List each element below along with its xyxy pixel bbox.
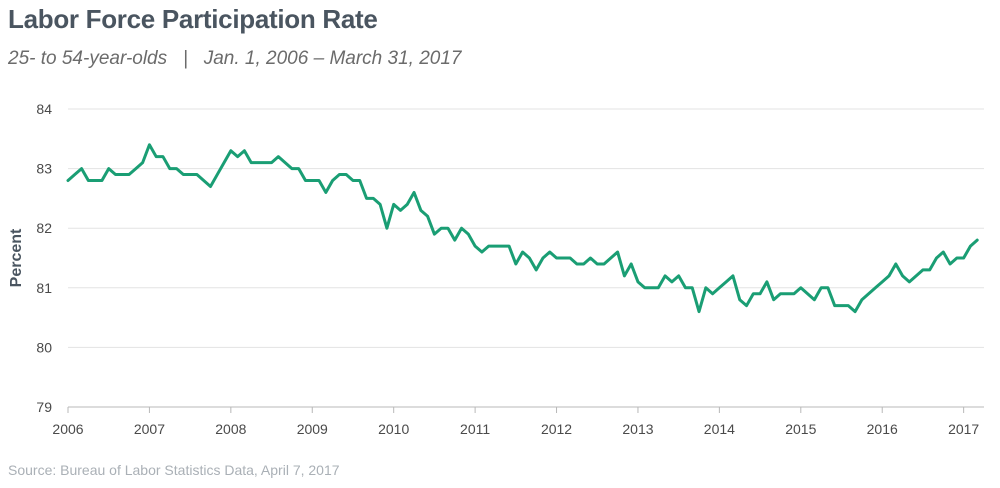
y-tick-label: 81 [36,280,52,296]
x-tick-label: 2014 [704,421,735,437]
x-tick-label: 2012 [541,421,572,437]
x-tick-label: 2006 [52,421,83,437]
y-tick-label: 79 [36,399,52,415]
x-tick-label: 2007 [134,421,165,437]
x-tick-label: 2015 [785,421,816,437]
x-tick-label: 2009 [297,421,328,437]
axes: 79 80 81 82 83 84 2006 2007 2008 2009 2010 2011 2012… [36,101,979,437]
y-tick-label: 82 [36,220,52,236]
y-tick-label: 80 [36,339,52,355]
y-axis-label: Percent [8,228,25,287]
series-line [66,143,979,314]
source-note: Source: Bureau of Labor Statistics Data,… [8,462,340,478]
y-tick-label: 83 [36,161,52,177]
x-tick-label: 2011 [460,421,490,437]
x-tick-label: 2008 [215,421,246,437]
x-tick-label: 2017 [948,421,979,437]
x-tick-label: 2013 [622,421,653,437]
x-tick-label: 2016 [867,421,898,437]
series-layer [66,143,979,314]
x-tick-label: 2010 [378,421,409,437]
gridlines [68,108,984,408]
chart-title: Labor Force Participation Rate [8,4,378,34]
y-tick-label: 84 [36,101,52,117]
chart-subtitle: 25- to 54-year-olds | Jan. 1, 2006 – Mar… [8,48,462,69]
